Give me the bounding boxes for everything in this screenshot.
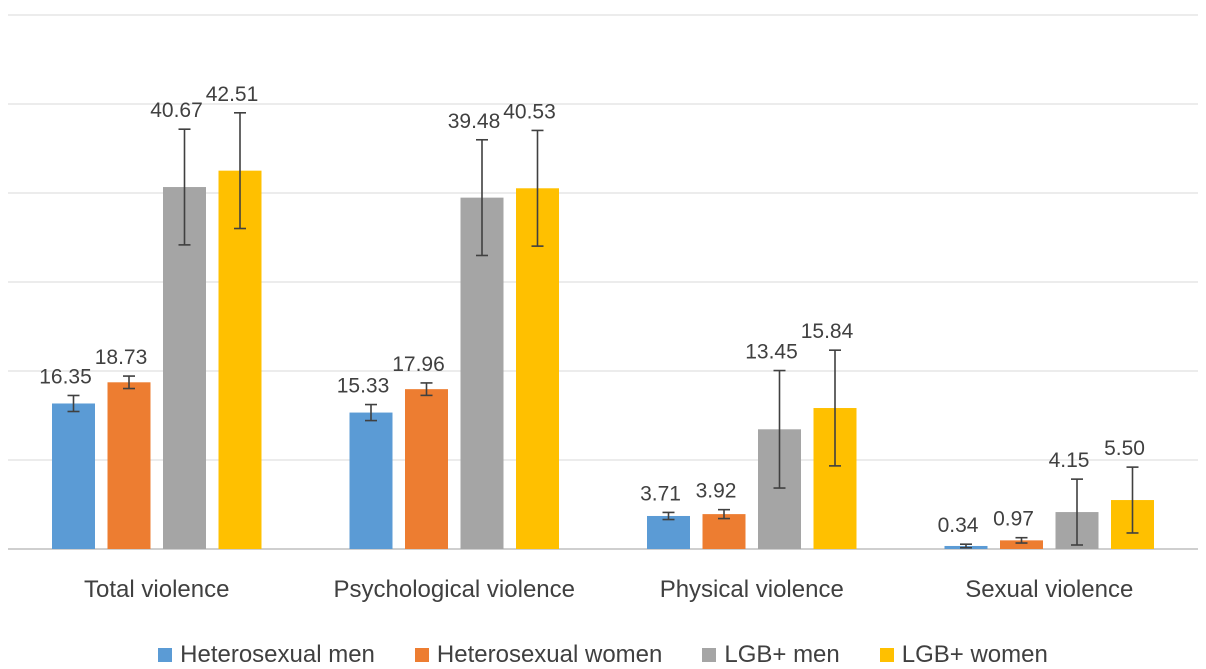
legend: Heterosexual men Heterosexual women LGB+ m… — [0, 640, 1206, 669]
category-label: Sexual violence — [965, 576, 1133, 603]
legend-swatch — [879, 647, 894, 662]
error-bars — [67, 112, 1139, 549]
data-label: 17.96 — [392, 353, 445, 376]
category-label: Physical violence — [660, 576, 844, 603]
data-label: 15.84 — [801, 320, 854, 343]
bar — [702, 514, 746, 549]
data-label: 5.50 — [1104, 437, 1145, 460]
bar — [218, 170, 262, 549]
data-label: 3.71 — [640, 482, 681, 505]
bar — [405, 389, 448, 549]
bar — [349, 412, 393, 549]
data-label: 16.35 — [39, 365, 92, 388]
bar — [52, 403, 95, 549]
data-label: 18.73 — [95, 346, 148, 369]
bar — [647, 515, 690, 549]
data-label: 0.97 — [993, 508, 1034, 531]
data-label: 13.45 — [745, 341, 798, 364]
legend-item: LGB+ men — [702, 640, 840, 669]
legend-label: Heterosexual men — [180, 640, 375, 668]
data-label: 15.33 — [337, 375, 390, 398]
legend-item: Heterosexual women — [414, 640, 663, 669]
bar — [516, 188, 559, 549]
legend-swatch — [158, 647, 173, 662]
category-label: Psychological violence — [334, 576, 575, 603]
gridlines — [8, 14, 1198, 550]
data-label: 3.92 — [696, 480, 737, 503]
legend-swatch — [702, 647, 717, 662]
data-label: 42.51 — [206, 83, 259, 106]
data-label: 40.67 — [150, 99, 203, 122]
bars — [52, 170, 1154, 550]
data-label: 0.34 — [938, 514, 979, 537]
bar — [163, 187, 206, 550]
legend-item: Heterosexual men — [158, 641, 375, 669]
data-label: 4.15 — [1049, 449, 1090, 472]
category-labels: Total violence Psychological violence Phys… — [84, 576, 1133, 603]
category-label: Total violence — [84, 576, 229, 603]
legend-label: LGB+ men — [724, 640, 840, 668]
bar — [1000, 540, 1043, 549]
legend-label: LGB+ women — [901, 640, 1048, 668]
bar — [107, 382, 151, 549]
data-label: 40.53 — [503, 100, 556, 123]
data-label: 39.48 — [448, 110, 501, 133]
legend-item: LGB+ women — [879, 640, 1048, 669]
legend-swatch — [414, 647, 429, 662]
legend-label: Heterosexual women — [436, 640, 663, 668]
